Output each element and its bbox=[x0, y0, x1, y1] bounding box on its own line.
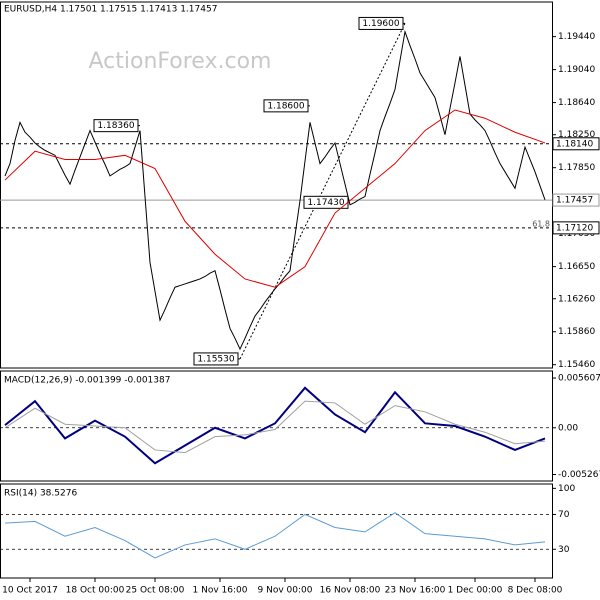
panel-title: MACD(12,26,9) -0.001399 -0.001387 bbox=[4, 376, 170, 386]
series-line bbox=[4, 29, 546, 351]
annotation-label: 1.18600 bbox=[267, 101, 304, 111]
y-tick-label: 0.00 bbox=[558, 423, 578, 433]
header: EURUSD,H4 1.17501 1.17515 1.17413 1.1745… bbox=[4, 5, 217, 15]
y-tick-label: 1.18250 bbox=[558, 130, 595, 140]
x-tick-label: 10 Oct 2017 bbox=[2, 586, 58, 596]
y-tick-label: 1.16260 bbox=[558, 294, 595, 304]
y-tick-label: 1.15860 bbox=[558, 327, 595, 337]
y-tick-label: 1.17850 bbox=[558, 163, 595, 173]
level-box bbox=[552, 137, 600, 151]
level-label: 1.18140 bbox=[556, 139, 593, 149]
series-line bbox=[4, 386, 546, 465]
annotation-box bbox=[358, 16, 404, 30]
x-tick-label: 9 Nov 00:00 bbox=[258, 586, 313, 596]
y-tick-label: 1.16650 bbox=[558, 262, 595, 272]
y-tick-label: -0.005267 bbox=[558, 470, 600, 480]
y-tick-label: 1.19440 bbox=[558, 32, 595, 42]
x-tick-label: 18 Oct 00:00 bbox=[66, 586, 125, 596]
annotation-label: 1.19600 bbox=[362, 19, 399, 29]
panel-border bbox=[0, 370, 553, 482]
x-tick-label: 1 Dec 00:00 bbox=[448, 586, 503, 596]
annotation-box bbox=[263, 99, 309, 113]
y-tick-label: 30 bbox=[558, 545, 570, 555]
annotation-label: 1.17430 bbox=[307, 198, 344, 208]
panel-border bbox=[0, 1, 553, 369]
level-label: 1.17457 bbox=[556, 196, 593, 206]
level-box bbox=[552, 221, 600, 235]
series-line bbox=[4, 109, 546, 288]
level-box bbox=[552, 193, 600, 207]
annotation-box bbox=[93, 119, 139, 133]
y-tick-label: 70 bbox=[558, 510, 570, 520]
x-tick-label: 23 Nov 16:00 bbox=[385, 586, 446, 596]
y-tick-label: 100 bbox=[558, 484, 575, 494]
x-tick-label: 16 Nov 08:00 bbox=[320, 586, 381, 596]
x-tick-label: 1 Nov 16:00 bbox=[193, 586, 248, 596]
series-line bbox=[4, 400, 546, 454]
panel-border bbox=[0, 483, 553, 579]
annotation-box bbox=[193, 352, 239, 366]
watermark: ActionForex.com bbox=[89, 49, 272, 74]
y-tick-label: 1.19040 bbox=[558, 65, 595, 75]
x-tick-label: 8 Dec 08:00 bbox=[508, 586, 563, 596]
annotation-label: 1.15530 bbox=[197, 354, 234, 364]
y-tick-label: 0.005607 bbox=[558, 374, 600, 384]
series-line bbox=[4, 512, 546, 559]
y-tick-label: 1.15460 bbox=[558, 360, 595, 370]
y-tick-label: 1.18640 bbox=[558, 98, 595, 108]
annotation-label: 1.18360 bbox=[97, 121, 134, 131]
level-label: 1.17120 bbox=[556, 223, 593, 233]
x-tick-label: 25 Oct 08:00 bbox=[126, 586, 185, 596]
panel-title: RSI(14) 38.5276 bbox=[4, 489, 77, 499]
fib-label: 61.8 bbox=[532, 219, 550, 228]
